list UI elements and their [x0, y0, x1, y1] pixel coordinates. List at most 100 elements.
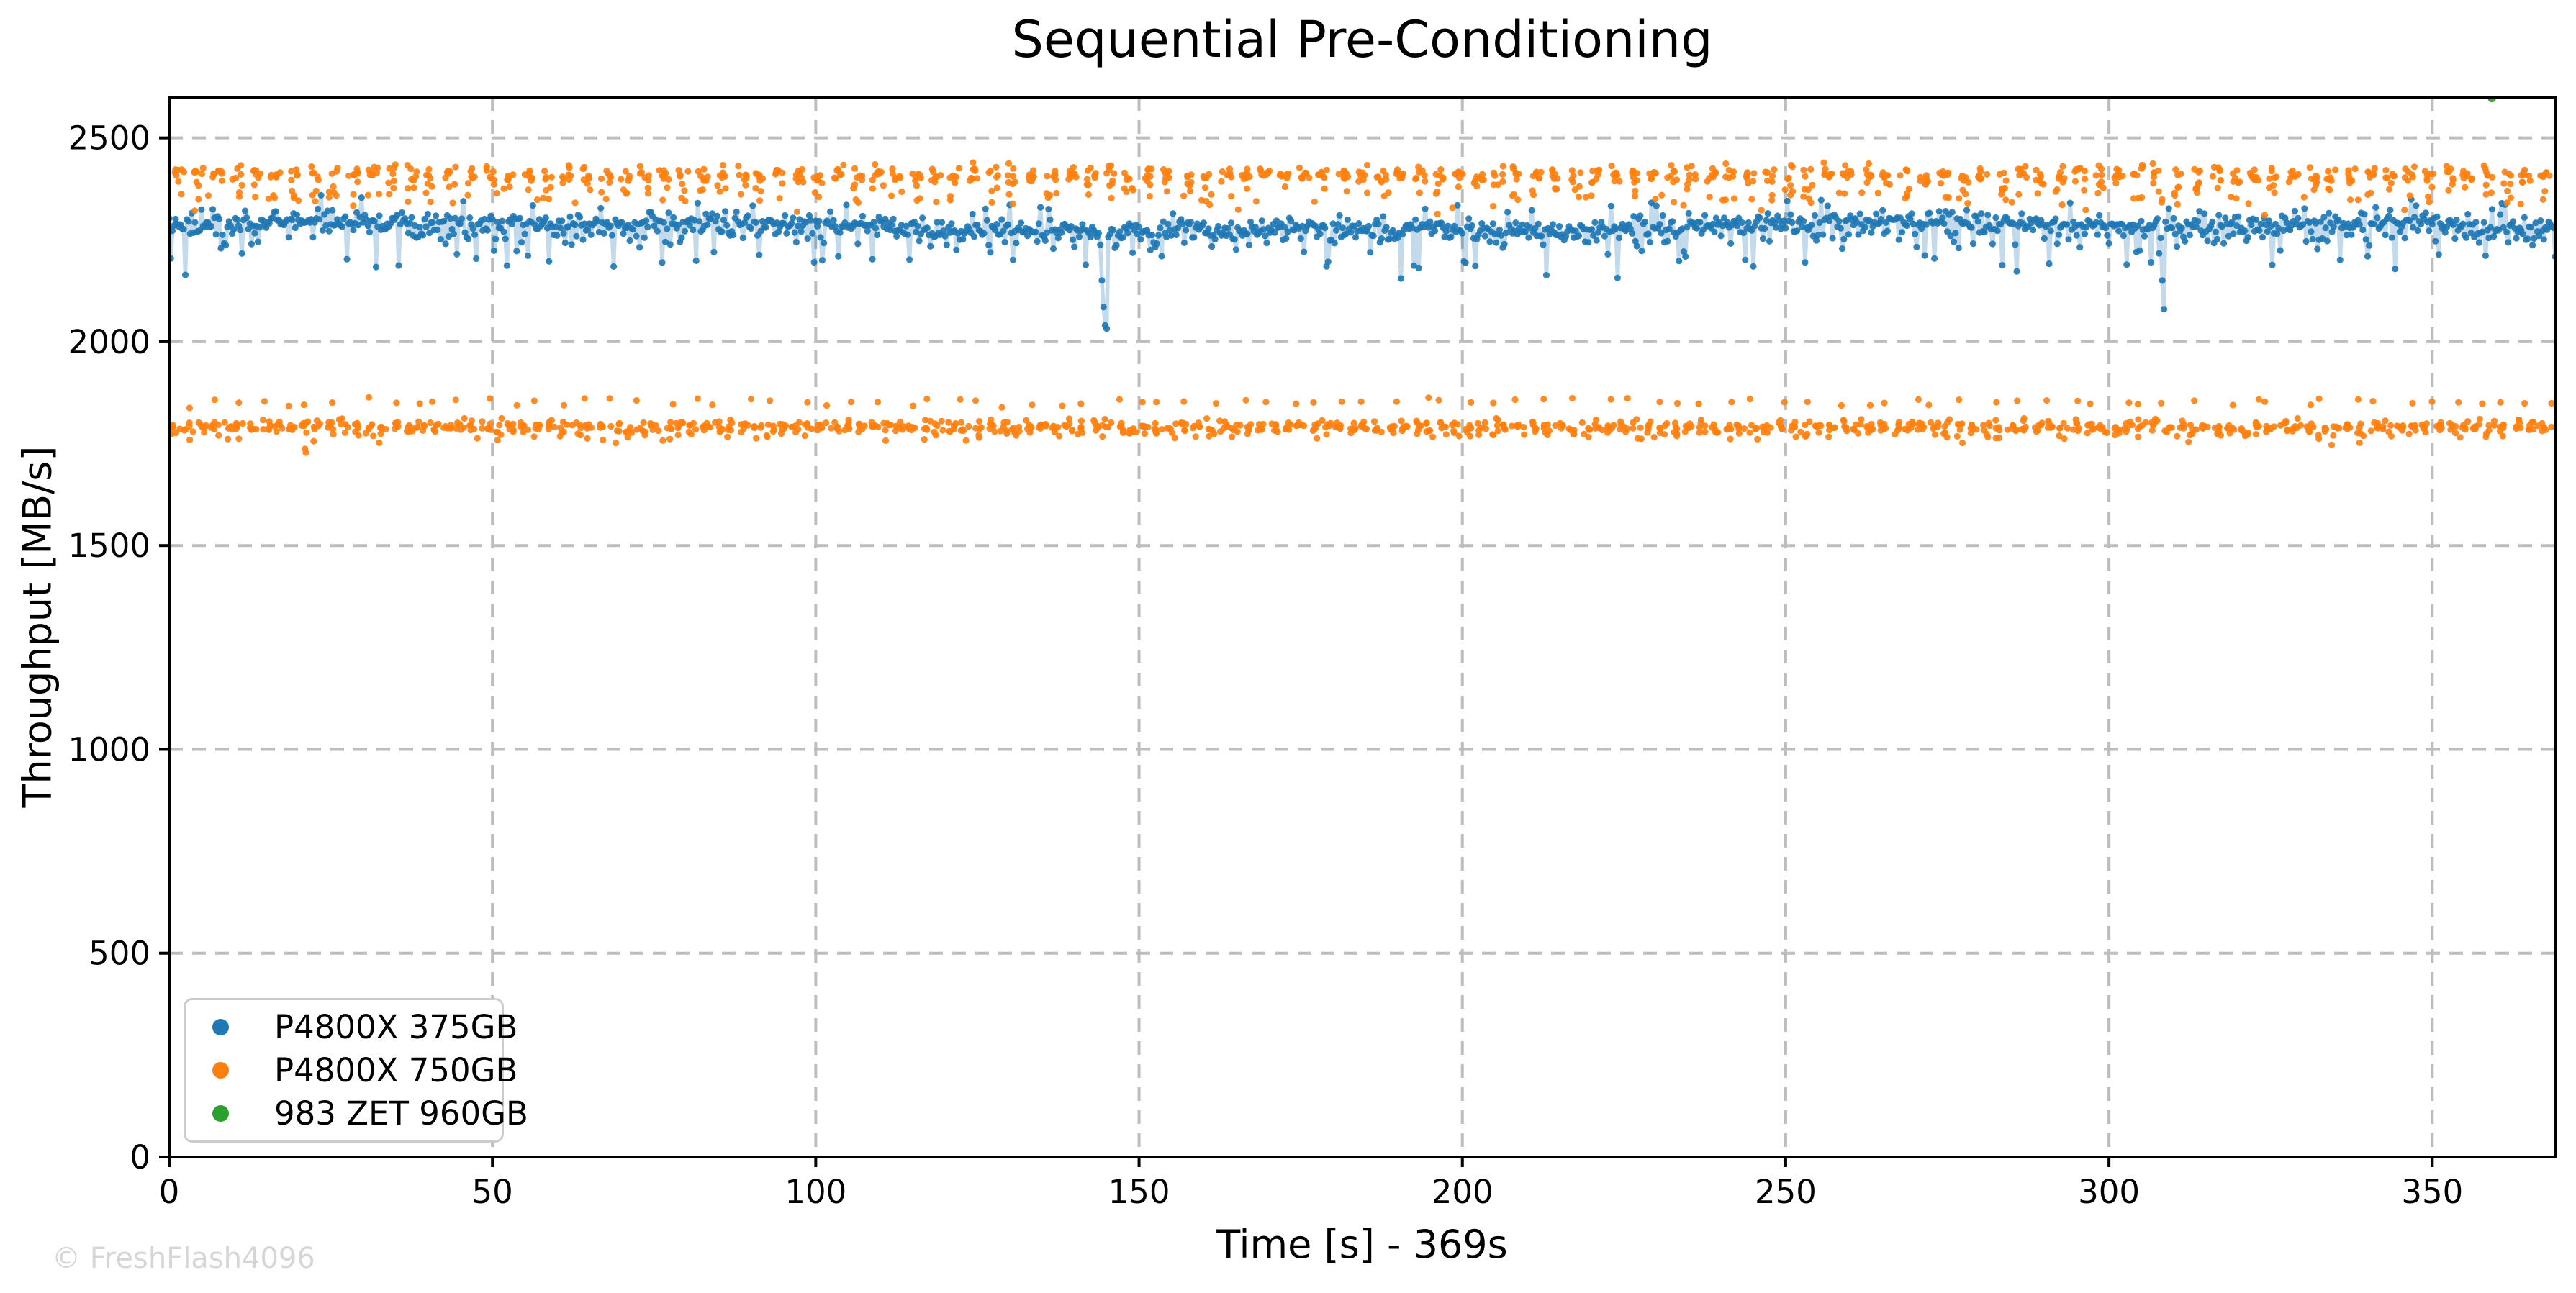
y-tick-label: 2500	[68, 119, 150, 158]
data-point	[1611, 178, 1618, 185]
data-point	[1218, 178, 1225, 185]
data-point	[390, 164, 398, 171]
data-point	[1389, 227, 1396, 234]
data-point	[1434, 210, 1441, 217]
data-point	[1945, 416, 1953, 423]
data-point	[1998, 185, 2005, 192]
data-point	[584, 435, 591, 443]
data-point	[2449, 176, 2457, 183]
data-point	[1090, 417, 1098, 424]
data-point	[599, 422, 606, 430]
data-point	[416, 224, 423, 231]
data-point	[1950, 238, 1958, 245]
data-point	[1902, 195, 1909, 202]
data-point	[2480, 162, 2487, 169]
data-point	[1331, 240, 1338, 247]
data-point	[1969, 240, 1977, 248]
data-point	[1179, 419, 1186, 427]
data-point	[640, 419, 647, 426]
data-point	[2459, 422, 2467, 429]
data-point	[1684, 181, 1691, 188]
data-point	[1999, 262, 2006, 269]
data-point	[1234, 206, 1242, 213]
data-point	[2182, 237, 2189, 245]
data-point	[2238, 427, 2245, 434]
data-point	[833, 167, 841, 174]
data-point	[2191, 165, 2198, 173]
data-point	[992, 227, 999, 234]
data-point	[1172, 420, 1180, 427]
data-point	[674, 432, 682, 439]
data-point	[856, 423, 863, 431]
data-point	[224, 435, 231, 443]
data-point	[238, 181, 245, 189]
data-point	[2096, 212, 2103, 219]
data-point	[801, 432, 808, 440]
data-point	[1442, 431, 1450, 438]
data-point	[1962, 191, 1969, 198]
data-point	[1298, 175, 1306, 182]
data-point	[1750, 178, 1757, 185]
data-point	[2406, 192, 2413, 199]
data-point	[2328, 177, 2335, 184]
data-point	[1082, 261, 1089, 268]
data-point	[2169, 224, 2176, 232]
data-point	[2343, 232, 2350, 239]
data-point	[1952, 230, 1959, 237]
data-point	[559, 173, 566, 181]
data-point	[1152, 427, 1160, 434]
data-point	[530, 433, 538, 440]
data-point	[195, 196, 202, 203]
data-point	[2359, 226, 2367, 234]
data-point	[469, 165, 476, 172]
data-point	[2217, 177, 2224, 184]
data-point	[1262, 232, 1269, 240]
data-point	[2252, 216, 2260, 223]
data-point	[2166, 425, 2173, 432]
data-point	[2263, 422, 2270, 430]
data-point	[773, 166, 780, 174]
data-point	[1537, 168, 1545, 176]
data-point	[1157, 224, 1164, 232]
data-point	[1388, 427, 1396, 434]
data-point	[1696, 219, 1704, 226]
data-point	[633, 397, 640, 404]
data-point	[490, 181, 497, 188]
data-point	[1206, 432, 1213, 440]
data-point	[1148, 232, 1156, 239]
data-point	[2449, 221, 2457, 228]
data-point	[235, 435, 243, 443]
data-point	[1297, 235, 1304, 242]
data-point	[2081, 176, 2089, 183]
data-point	[733, 208, 740, 215]
data-point	[1671, 199, 1678, 206]
data-point	[1809, 181, 1816, 189]
data-point	[1472, 263, 1479, 270]
data-point	[2178, 224, 2185, 232]
data-point	[718, 228, 726, 235]
data-point	[851, 181, 859, 189]
data-point	[2540, 236, 2547, 243]
data-point	[948, 220, 955, 227]
data-point	[1281, 224, 1288, 231]
data-point	[677, 419, 685, 426]
data-point	[2401, 235, 2408, 242]
data-point	[747, 224, 755, 232]
data-point	[1968, 421, 1975, 429]
data-point	[677, 173, 684, 180]
data-point	[753, 435, 760, 442]
data-point	[2174, 432, 2181, 440]
data-point	[2030, 227, 2037, 234]
data-point	[872, 172, 879, 179]
data-point	[1907, 425, 1915, 432]
data-point	[2541, 188, 2549, 195]
data-point	[940, 227, 947, 235]
data-point	[2429, 171, 2436, 178]
data-point	[1375, 220, 1382, 227]
data-point	[2499, 432, 2506, 440]
data-point	[803, 420, 810, 427]
data-point	[950, 422, 957, 430]
data-point	[2354, 396, 2362, 403]
data-point	[456, 220, 464, 227]
x-tick-label: 200	[1432, 1173, 1493, 1211]
